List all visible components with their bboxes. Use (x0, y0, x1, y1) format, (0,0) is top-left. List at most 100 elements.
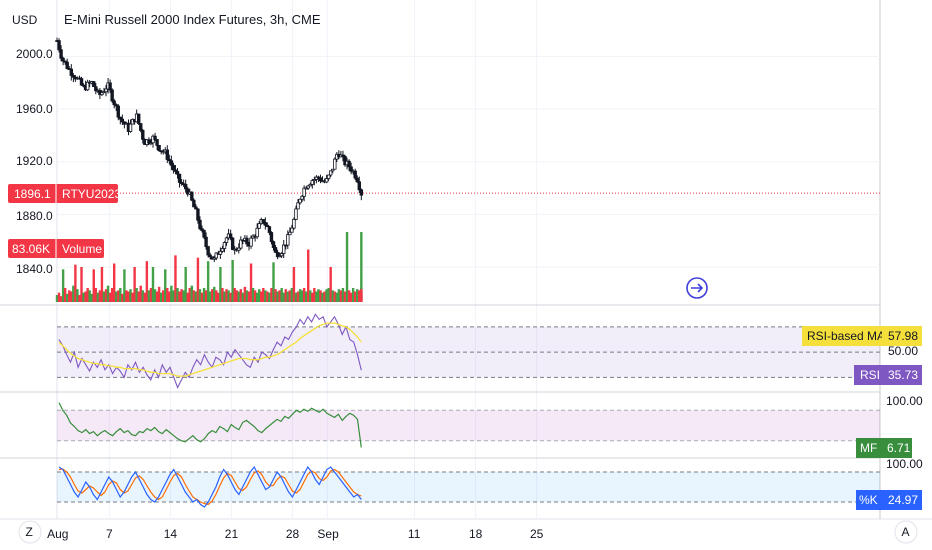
candle-body (120, 118, 125, 123)
candle-body (102, 91, 106, 94)
auto-scale-button[interactable]: A (894, 520, 918, 544)
volume-bar (296, 291, 300, 302)
candle-body (239, 239, 243, 249)
candle-body (200, 228, 204, 231)
volume-bar (149, 288, 153, 302)
candle-body (286, 234, 290, 246)
volume-bar (159, 292, 163, 302)
candle-body (275, 251, 280, 258)
candle-body (149, 142, 153, 145)
volume-bar (351, 288, 355, 302)
y-tick: 1880.0 (16, 209, 53, 223)
volume-bar (317, 289, 320, 302)
volume-bar (251, 288, 255, 302)
volume-bar (184, 267, 187, 302)
volume-bar (145, 261, 149, 302)
price-candles[interactable] (55, 37, 364, 263)
candle-body (186, 188, 190, 195)
log-scale-button[interactable]: Z (18, 520, 42, 544)
candle-body (218, 250, 223, 255)
candle-body (353, 170, 357, 179)
stoch-k-line (58, 465, 362, 508)
volume-bar (110, 288, 114, 302)
time-axis[interactable]: Aug 7 14 21 28 Sep 11 18 25 (47, 527, 544, 541)
indicator-panes (0, 304, 880, 503)
volume-bar (96, 292, 100, 302)
candle-body (212, 257, 216, 260)
volume-bar (100, 267, 104, 302)
volume-bar (253, 290, 257, 302)
volume-bar (166, 288, 169, 302)
volume-bar (98, 290, 102, 302)
rsi-level-tick: 50.00 (888, 344, 918, 358)
auto-button-label: A (902, 525, 910, 539)
volume-bar (302, 288, 306, 302)
candle-body (85, 81, 90, 91)
volume-bars (55, 232, 363, 302)
volume-bar (231, 260, 234, 302)
stoch-value: 24.97 (888, 493, 918, 507)
x-tick: 14 (164, 527, 178, 541)
stoch-label: %K (859, 493, 878, 507)
volume-tag: 83.06K Volume (8, 239, 104, 258)
candle-body (94, 86, 98, 92)
volume-bar (341, 288, 345, 302)
last-price-tag: 1896.1 RTYU2023 (8, 184, 121, 203)
volume-bar (178, 291, 181, 302)
candle-body (245, 237, 249, 245)
candle-body (112, 100, 116, 106)
rsi-value: 35.73 (888, 368, 918, 382)
candle-body (271, 241, 276, 248)
candle-body (296, 202, 300, 210)
candle-body (136, 113, 141, 124)
candle-body (359, 189, 364, 196)
volume-bar (288, 290, 292, 302)
volume-bar (76, 289, 79, 302)
volume-bar (202, 288, 206, 302)
candle-body (196, 208, 200, 221)
candle-body (237, 247, 241, 251)
x-tick: Aug (47, 527, 68, 541)
candle-body (265, 224, 270, 228)
candle-body (355, 177, 359, 183)
volume-bar (274, 289, 277, 302)
candle-body (198, 219, 202, 230)
candle-body (282, 244, 286, 254)
volume-bar (80, 267, 83, 302)
x-tick: 28 (286, 527, 300, 541)
candle-body (194, 206, 198, 210)
candle-body (177, 173, 182, 183)
volume-bar (345, 232, 349, 302)
volume-bar (172, 290, 175, 302)
volume-bar (278, 290, 281, 302)
volume-bar (290, 288, 294, 302)
volume-bar (343, 291, 347, 302)
candle-body (183, 183, 188, 190)
candle-body (114, 104, 118, 107)
candle-body (204, 236, 208, 248)
rsi-ma-line (58, 322, 362, 377)
mf-top-tick: 100.00 (886, 394, 923, 408)
volume-bar (298, 289, 302, 302)
volume-bar (331, 290, 334, 302)
volume-bar (225, 289, 228, 302)
volume-bar (243, 286, 247, 302)
volume-bar (339, 290, 343, 302)
candle-body (357, 181, 361, 191)
volume-bar (72, 285, 75, 302)
candle-body (269, 232, 274, 243)
candle-body (71, 75, 76, 78)
volume-bar (307, 249, 310, 302)
rsi-ma-value: 57.98 (888, 329, 918, 343)
rsi-label: RSI (860, 368, 880, 382)
candle-body (116, 105, 120, 118)
candle-body (108, 82, 112, 91)
y-tick: 1840.0 (16, 262, 53, 276)
arrow-right-circle-icon[interactable] (686, 277, 708, 299)
mf-label: MF (860, 441, 877, 455)
volume-bar (164, 269, 167, 302)
volume-bar (235, 290, 238, 302)
volume-bar (106, 285, 110, 302)
volume-bar (215, 290, 218, 302)
